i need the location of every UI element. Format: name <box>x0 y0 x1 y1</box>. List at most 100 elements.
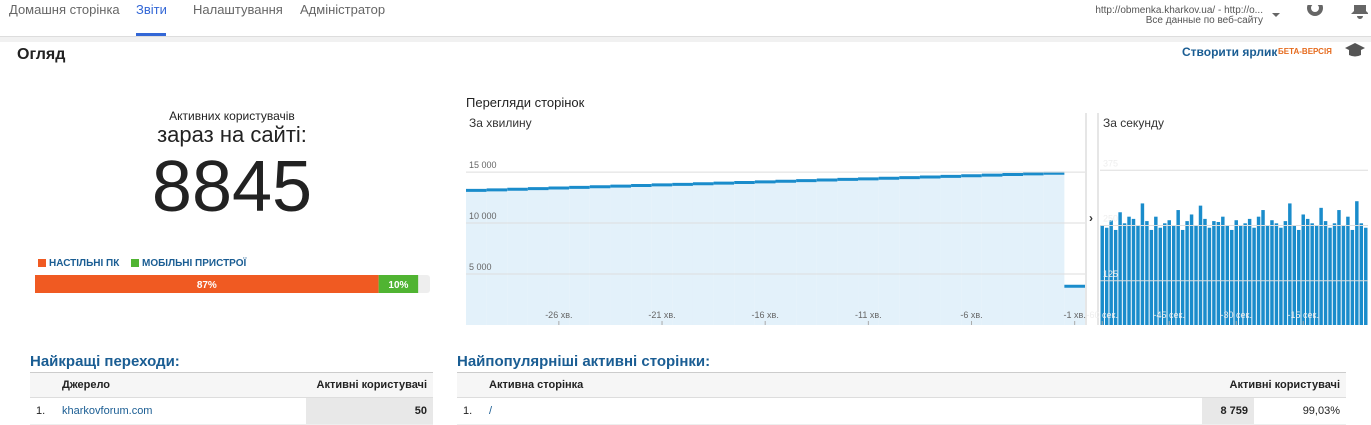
area-step <box>796 180 817 325</box>
bar <box>1216 221 1221 325</box>
top-bar: Домашня сторінка Звіти Налаштування Адмі… <box>0 0 1371 37</box>
x-tick-label: -45 сек. <box>1154 310 1185 320</box>
panel-bg <box>1100 115 1368 325</box>
academy-icon[interactable] <box>1344 42 1366 58</box>
notifications-icon[interactable] <box>1351 5 1368 19</box>
bar <box>1350 229 1355 325</box>
bar-segment <box>35 275 379 293</box>
bar <box>1104 227 1109 325</box>
bar <box>1185 221 1189 325</box>
table-cell: 1. <box>457 397 483 425</box>
x-tick-label: -15 сек. <box>1288 310 1319 320</box>
expand-arrow[interactable]: › <box>1089 211 1093 225</box>
x-tick-label: -1 хв. <box>1064 310 1086 320</box>
bar <box>1167 220 1171 325</box>
area-step <box>754 181 776 325</box>
bar <box>1230 229 1234 325</box>
area-step <box>713 183 735 325</box>
x-tick-label: -6 хв. <box>960 310 982 320</box>
header-cell[interactable]: Активні користувачі <box>1202 372 1346 398</box>
legend-label: НАСТІЛЬНІ ПК <box>49 258 120 269</box>
bar <box>1180 229 1185 325</box>
y-tick-label: 250 <box>1103 214 1118 224</box>
bar <box>1163 223 1167 325</box>
bar <box>1288 203 1292 325</box>
chart-title: Перегляди сторінок <box>466 95 585 110</box>
area-step <box>919 176 941 325</box>
bar <box>1189 214 1194 325</box>
bar <box>1256 216 1261 325</box>
y-tick-label: 375 <box>1103 158 1118 168</box>
legend-swatch <box>38 259 46 267</box>
header-cell[interactable]: Активні користувачі <box>306 372 433 398</box>
bar <box>1113 229 1118 325</box>
table-cell[interactable]: / <box>483 397 1202 425</box>
nav-item[interactable]: Домашня сторінка <box>9 2 120 17</box>
area-step <box>734 182 755 325</box>
bar <box>1203 218 1207 325</box>
bar <box>1297 229 1301 325</box>
bar <box>1310 223 1314 325</box>
x-tick-label: -16 хв. <box>752 310 779 320</box>
header-cell: Джерело <box>56 372 306 398</box>
bar <box>1323 221 1328 325</box>
bar <box>1337 210 1341 325</box>
area-step <box>816 180 838 325</box>
bar <box>1305 218 1310 325</box>
referrals-table: Джерело Активні користувачі 1. kharkovforum… <box>30 372 433 425</box>
header-cell: Активна сторінка <box>483 372 1202 398</box>
area-step <box>899 177 920 325</box>
bar <box>1198 205 1203 325</box>
bar <box>1122 223 1127 325</box>
bar <box>1154 216 1158 325</box>
table-row: 1./8 759 99,03% <box>457 397 1346 425</box>
account-url[interactable]: http://obmenka.kharkov.ua/ - http://o... <box>1095 5 1263 16</box>
table-cell: 8 759 <box>1202 397 1254 425</box>
section-title: Найкращі переходи: <box>30 353 180 370</box>
beta-badge: БЕТА-ВЕРСІЯ <box>1278 47 1332 56</box>
bar <box>1158 227 1163 325</box>
table-row: 1. kharkovforum.com 50 <box>30 397 433 425</box>
table-cell: 50 <box>306 397 433 425</box>
x-tick-label: -60 сек. <box>1087 310 1118 320</box>
bar <box>1247 218 1252 325</box>
area-step <box>486 189 508 325</box>
area-step <box>672 184 693 325</box>
bar <box>1176 210 1180 325</box>
create-shortcut[interactable]: Створити ярлик <box>1182 45 1278 59</box>
header-cell <box>457 372 483 398</box>
table-cell: 99,03% <box>1254 397 1346 425</box>
panel-title: За секунду <box>1103 116 1164 130</box>
area-step <box>940 176 962 325</box>
area-step <box>1002 174 1024 325</box>
active-indicator <box>136 33 166 36</box>
table-cell[interactable]: kharkovforum.com <box>56 397 306 425</box>
area-step <box>548 187 570 325</box>
bar <box>1131 218 1136 325</box>
bar <box>1301 214 1305 325</box>
nav-item[interactable]: Налаштування <box>193 2 283 17</box>
separator <box>0 37 1371 42</box>
dropdown-icon[interactable] <box>1272 13 1280 17</box>
icons <box>1272 5 1368 19</box>
nav-item[interactable]: Адміністратор <box>300 2 386 17</box>
pages-table: Активна сторінка Активні користувачі 1./8 … <box>457 372 1346 425</box>
bar <box>1319 207 1323 325</box>
area-step <box>527 188 549 325</box>
bar <box>1279 227 1283 325</box>
legend-label: МОБІЛЬНІ ПРИСТРОЇ <box>142 258 247 269</box>
header-cell <box>30 372 56 398</box>
page-title: Огляд <box>17 46 66 63</box>
table-cell: 1. <box>30 397 56 425</box>
x-tick-label: -30 сек. <box>1221 310 1252 320</box>
area-step <box>1023 173 1044 325</box>
account-view[interactable]: Все данные по веб-сайту <box>1145 15 1263 26</box>
bar <box>1252 227 1256 325</box>
x-tick-label: -26 хв. <box>545 310 572 320</box>
nav-item[interactable]: Звіти <box>136 2 167 17</box>
bar <box>1140 203 1145 325</box>
settings-icon[interactable] <box>1307 5 1323 16</box>
active-users-label: Активних користувачів <box>169 109 295 123</box>
area-step <box>1064 286 1085 325</box>
